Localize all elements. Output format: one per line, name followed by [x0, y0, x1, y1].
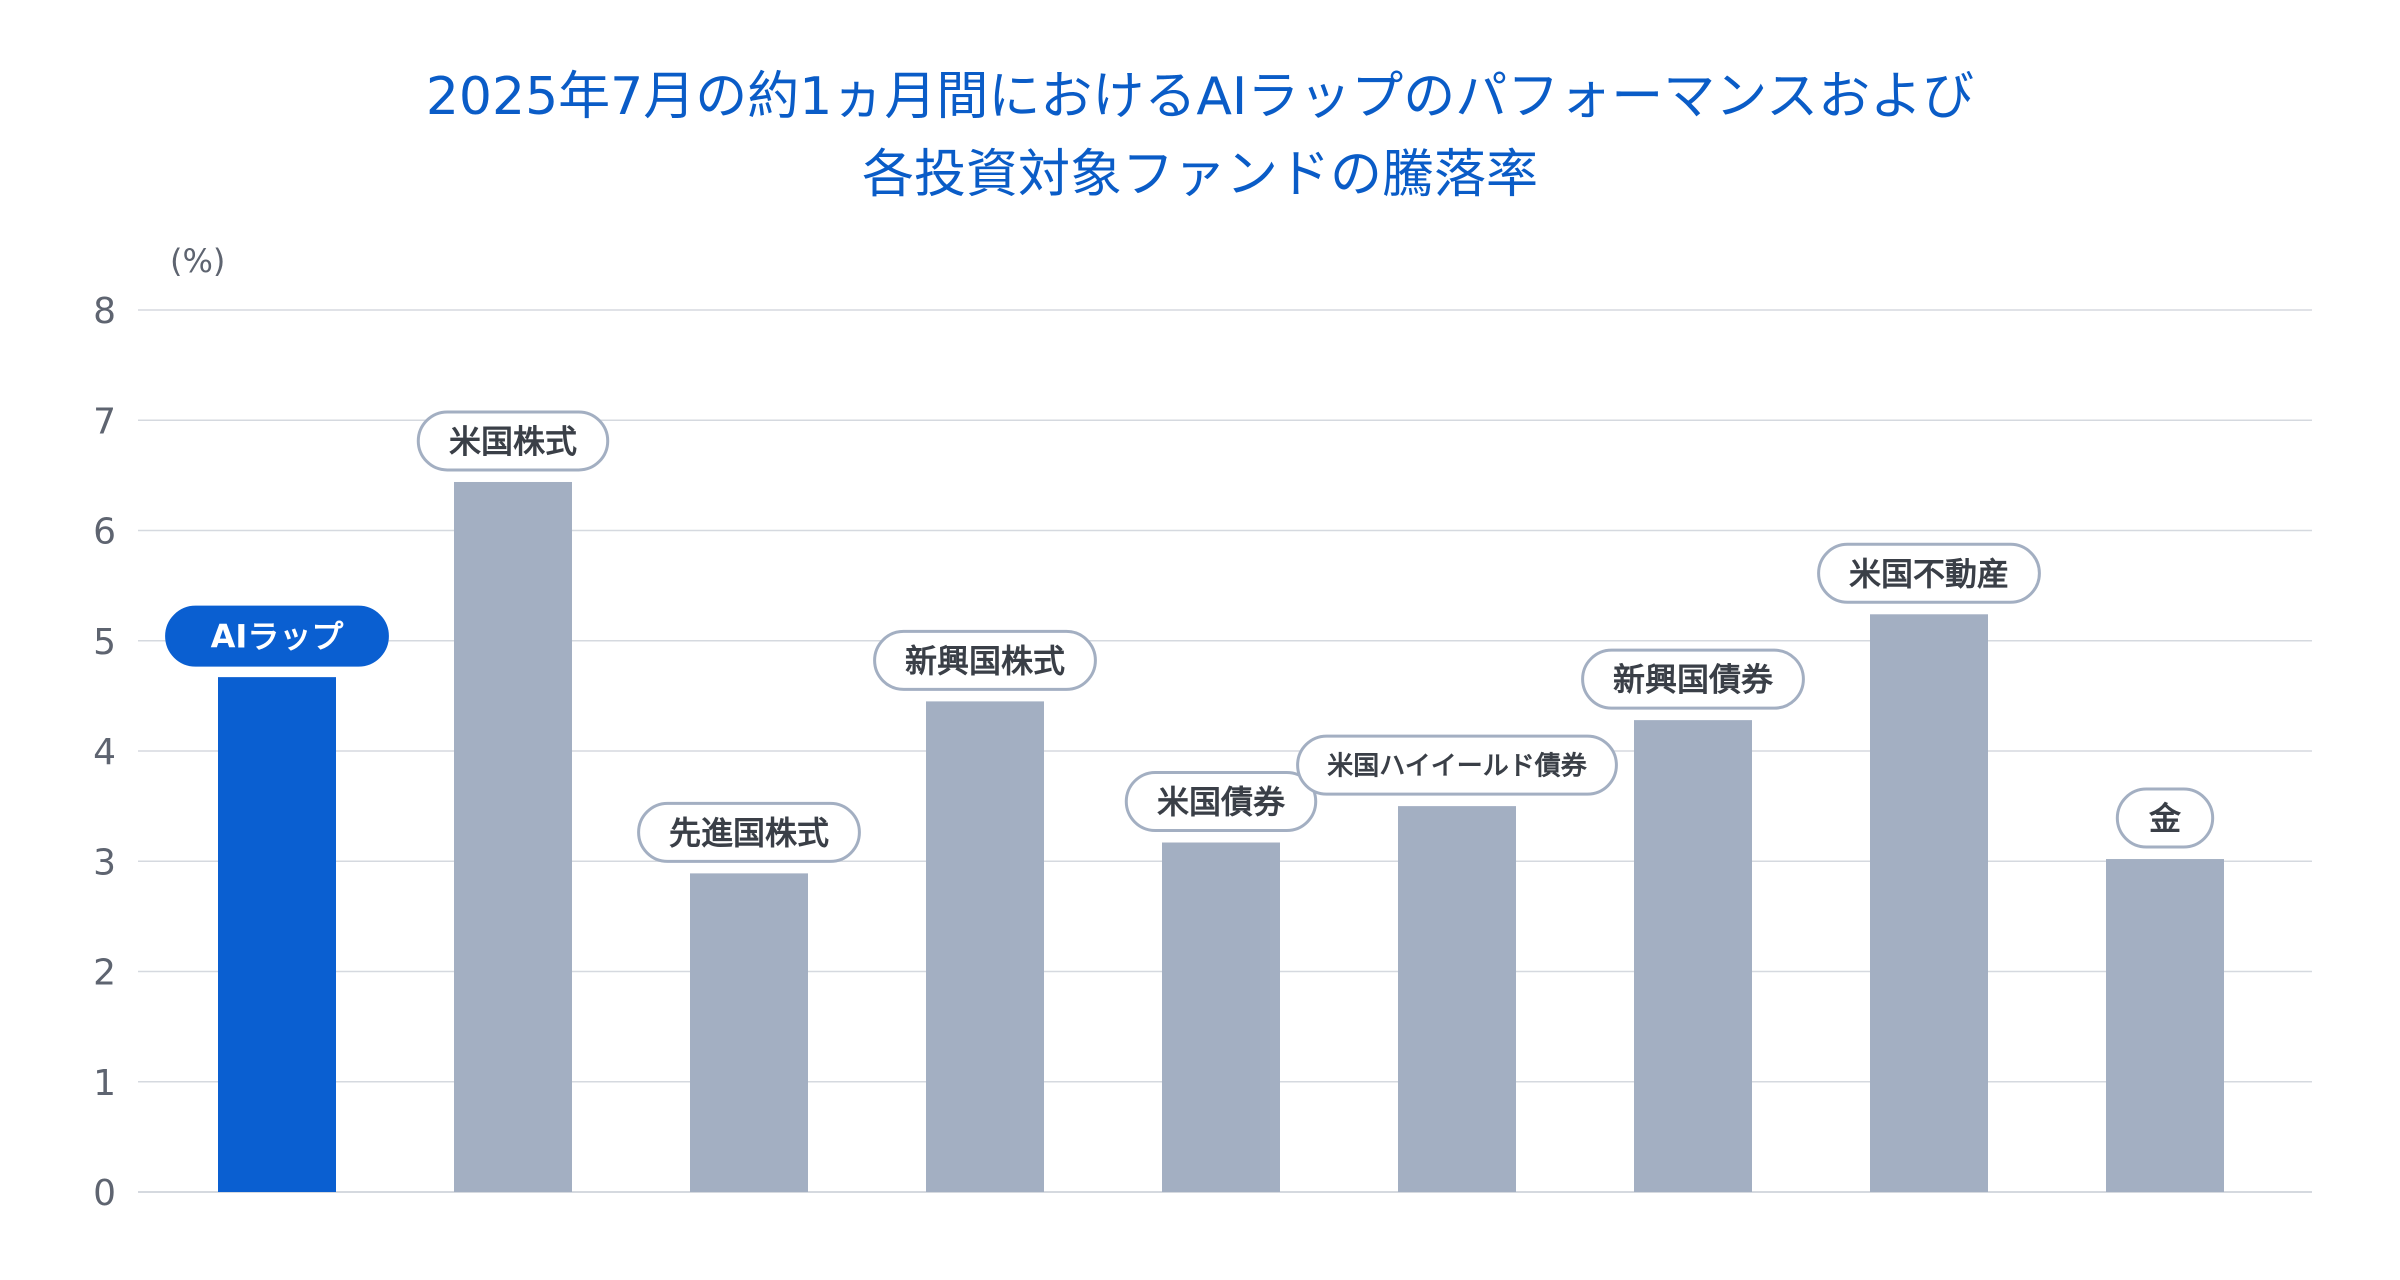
chart-title-line-2: 各投資対象ファンドの騰落率 — [861, 145, 1538, 205]
category-label-pill-0: AIラップ — [165, 605, 389, 667]
y-tick-label: 5 — [93, 622, 116, 663]
category-label: 新興国株式 — [905, 642, 1065, 680]
bar-0 — [218, 677, 336, 1192]
bar-6 — [1634, 720, 1752, 1192]
bar-8 — [2106, 859, 2224, 1192]
category-label-pill-bg — [637, 801, 861, 863]
bars — [218, 481, 2224, 1192]
bar-3 — [926, 701, 1044, 1192]
category-label-pill-6: 新興国債券 — [1581, 648, 1805, 710]
y-tick-label: 4 — [93, 732, 116, 773]
y-axis-unit-label: (%) — [170, 242, 225, 280]
y-tick-label: 1 — [93, 1063, 116, 1104]
bar-5 — [1398, 806, 1516, 1192]
category-label: 米国ハイイールド債券 — [1327, 751, 1587, 781]
category-label-pill-7: 米国不動産 — [1817, 542, 2041, 604]
category-label-pill-8: 金 — [2115, 787, 2215, 849]
y-tick-label: 6 — [93, 512, 116, 553]
category-label-pill-5: 米国ハイイールド債券 — [1296, 734, 1618, 796]
chart-title: 2025年7月の約1ヵ月間におけるAIラップのパフォーマンスおよび 各投資対象フ… — [0, 58, 2400, 214]
category-label-pill-1: 米国株式 — [416, 410, 610, 472]
category-label-pill-bg — [165, 605, 389, 667]
category-label-pill-4: 米国債券 — [1124, 771, 1318, 833]
category-label-pill-bg — [873, 629, 1097, 691]
category-label-pill-bg — [1296, 734, 1618, 796]
chart-title-line-1: 2025年7月の約1ヵ月間におけるAIラップのパフォーマンスおよび — [425, 67, 1975, 127]
y-axis-ticks: 0 1 2 3 4 5 6 7 8 — [93, 291, 116, 1214]
category-label-pill-bg — [2115, 787, 2215, 849]
category-label-pill-bg — [1817, 542, 2041, 604]
bar-4 — [1162, 842, 1280, 1192]
y-tick-label: 3 — [93, 842, 116, 883]
bar-1 — [454, 481, 572, 1192]
category-label-pill-3: 新興国株式 — [873, 629, 1097, 691]
y-tick-label: 0 — [93, 1173, 116, 1214]
category-label-pill-bg — [416, 410, 610, 472]
category-label: 新興国債券 — [1613, 661, 1774, 699]
category-label: 米国不動産 — [1849, 555, 2009, 593]
category-label: AIラップ — [211, 618, 345, 656]
category-label: 米国株式 — [449, 423, 577, 461]
category-label-pill-bg — [1581, 648, 1805, 710]
category-label-pill-bg — [1124, 771, 1318, 833]
category-label: 金 — [2148, 800, 2182, 838]
category-label: 先進国株式 — [669, 814, 829, 852]
category-label-pill-2: 先進国株式 — [637, 801, 861, 863]
y-tick-label: 8 — [93, 291, 116, 332]
y-tick-label: 7 — [93, 401, 116, 442]
bar-7 — [1870, 614, 1988, 1192]
category-label: 米国債券 — [1157, 783, 1286, 821]
y-tick-label: 2 — [93, 953, 116, 994]
bar-2 — [690, 873, 808, 1192]
